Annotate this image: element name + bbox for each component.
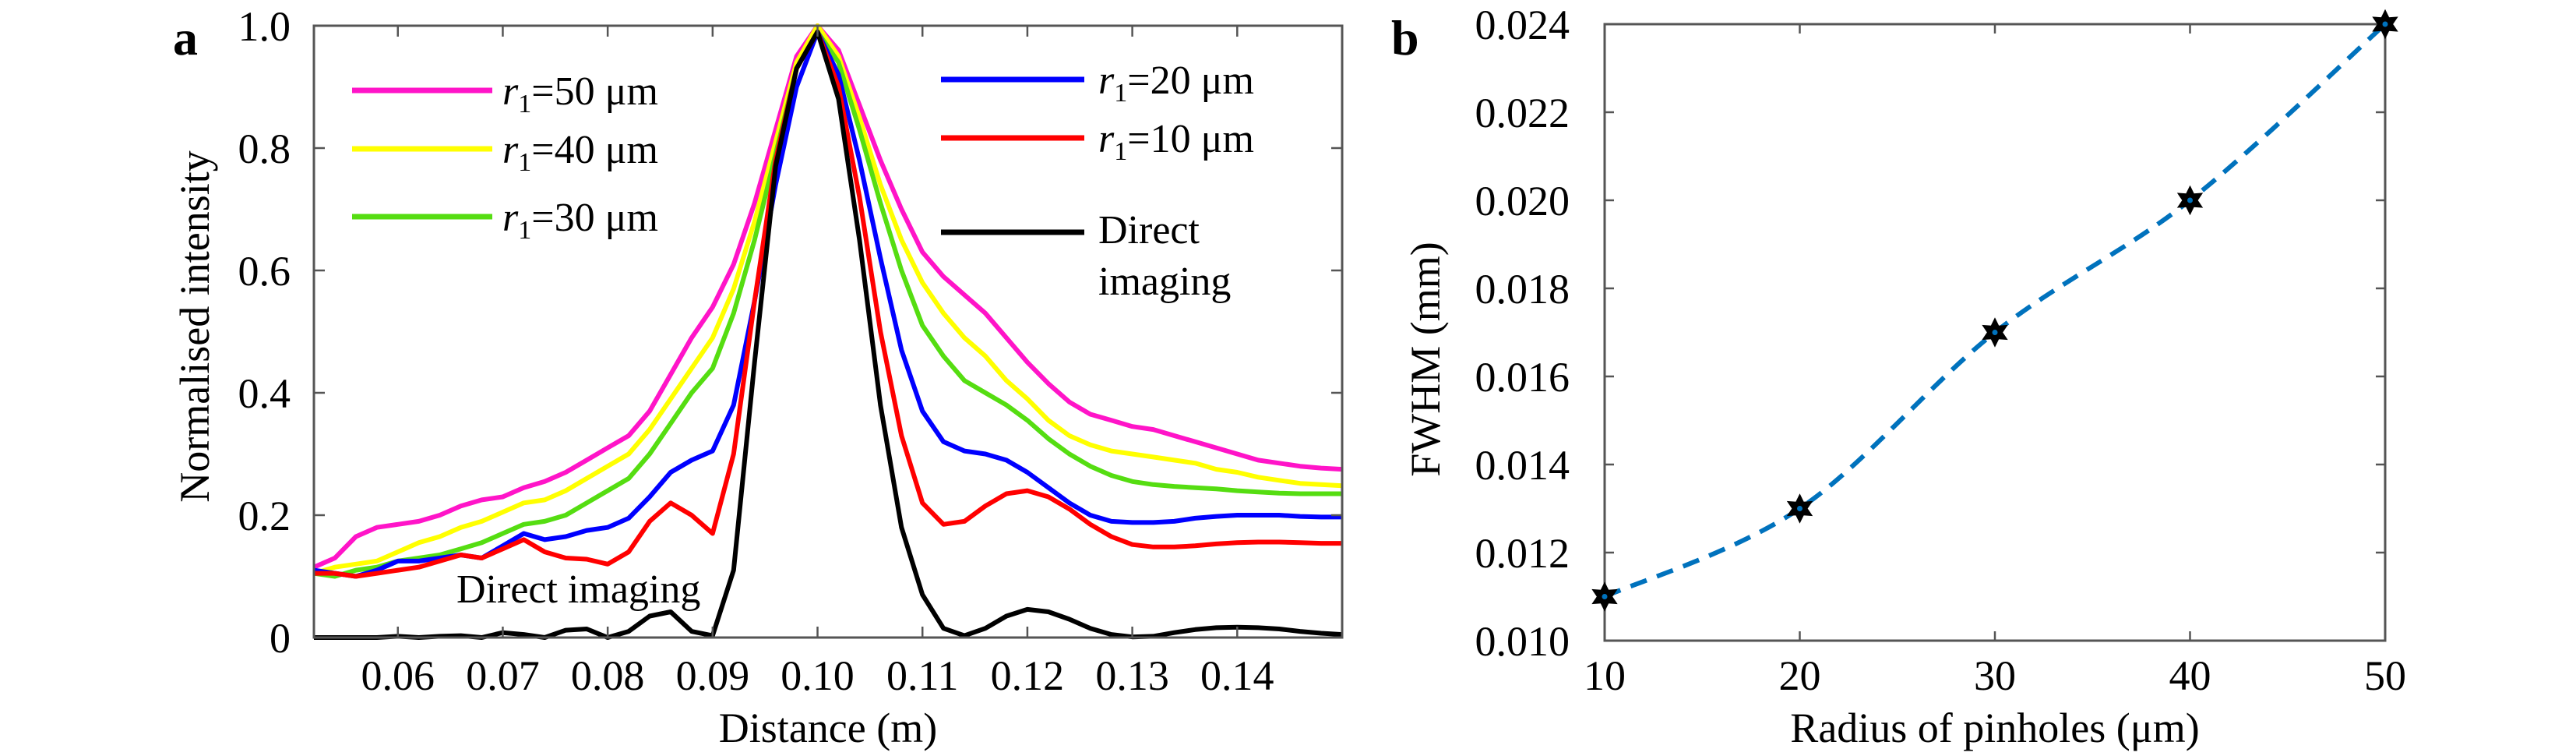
- panel-b-ytick-label: 0.024: [1475, 2, 1570, 48]
- legend-label: r1=40 μm: [502, 128, 658, 177]
- panel-a-ytick-label: 1.0: [238, 3, 291, 50]
- panel-a-xtick-label: 0.14: [1200, 652, 1274, 699]
- panel-a: a 0.06 0.07 0.08 0.09 0.10 0.11 0.12 0.13 0.1400…: [171, 3, 1344, 751]
- series-line-r1-10-m: [314, 29, 1342, 579]
- series-line-fwhm: [1603, 22, 2387, 599]
- data-point-center: [2382, 21, 2388, 27]
- series-line-r1-20-m: [313, 29, 1342, 579]
- panel-a-ytick-label: 0.4: [238, 370, 291, 417]
- panel-a-xtick-label: 0.13: [1095, 652, 1169, 699]
- panel-b-ytick-label: 0.022: [1475, 90, 1570, 136]
- series-line-r1-30-m: [313, 29, 1342, 579]
- panel-a-letter: a: [173, 10, 198, 65]
- panel-b-xlabel: Radius of pinholes (μm): [1790, 705, 2199, 751]
- panel-a-xtick-label: 0.09: [676, 652, 750, 699]
- legend-item: r1=40 μm: [352, 128, 658, 177]
- panel-a-xtick-label: 0.11: [886, 652, 959, 699]
- panel-a-ytick-label: 0.6: [238, 248, 291, 295]
- legend-label: r1=10 μm: [1098, 117, 1254, 166]
- panel-a-xtick-label: 0.08: [571, 652, 645, 699]
- panel-b: b 10 20 30 40 50 0.010 0.012 0.014 0.016 0.018 0.0…: [1391, 2, 2406, 751]
- panel-b-letter: b: [1391, 10, 1419, 65]
- data-point-center: [1602, 594, 1608, 599]
- panel-b-xtick-label: 40: [2169, 652, 2211, 699]
- panel-b-ytick-label: 0.010: [1475, 618, 1570, 665]
- panel-b-ytick-label: 0.018: [1475, 266, 1570, 313]
- panel-a-ytick-label: 0: [270, 615, 291, 662]
- panel-a-xtick-label: 0.10: [781, 652, 855, 699]
- panel-b-series-group: [1591, 9, 2398, 612]
- panel-b-ylabel: FWHM (mm): [1402, 242, 1449, 476]
- panel-a-ylabel: Normalised intensity: [171, 150, 218, 502]
- panel-b-ytick-label: 0.020: [1475, 178, 1570, 224]
- panel-b-xtick-label: 10: [1584, 652, 1626, 699]
- panel-a-ytick-label: 0.2: [238, 493, 291, 539]
- legend-label: r1=20 μm: [1098, 58, 1254, 108]
- legend-item: r1=10 μm: [941, 117, 1254, 166]
- data-point-center: [2187, 197, 2193, 203]
- panel-b-ytick-label: 0.012: [1475, 530, 1570, 577]
- panel-a-ytick-label: 0.8: [238, 125, 291, 172]
- legend-label: r1=50 μm: [502, 69, 658, 118]
- panel-b-ticks: 10 20 30 40 50 0.010 0.012 0.014 0.016 0.018 0.020…: [1475, 2, 2407, 699]
- panel-a-axes-box: [312, 24, 1344, 639]
- legend-item: Direct imaging: [941, 208, 1231, 304]
- panel-b-xtick-label: 30: [1974, 652, 2016, 699]
- panel-a-xtick-label: 0.12: [991, 652, 1065, 699]
- panel-a-xtick-label: 0.07: [466, 652, 540, 699]
- panel-b-ytick-label: 0.014: [1475, 442, 1570, 489]
- panel-b-xtick-label: 20: [1779, 652, 1821, 699]
- series-line-r1-40-m: [313, 23, 1343, 576]
- legend-item: r1=20 μm: [941, 58, 1254, 108]
- panel-b-ytick-label: 0.016: [1475, 354, 1570, 401]
- panel-a-legend: r1=50 μm r1=40 μm r1=30 μm r1=20 μm r1=10 μm…: [352, 58, 1254, 304]
- legend-item: r1=30 μm: [352, 196, 658, 245]
- data-point-center: [1992, 330, 1998, 335]
- panel-a-xtick-label: 0.06: [361, 652, 435, 699]
- panel-a-xlabel: Distance (m): [719, 705, 937, 751]
- panel-a-annotation-direct-imaging: Direct imaging: [456, 567, 700, 612]
- data-point-center: [1797, 506, 1802, 511]
- legend-label: r1=30 μm: [502, 196, 658, 245]
- legend-label: Direct: [1098, 208, 1200, 253]
- legend-item: r1=50 μm: [352, 69, 658, 118]
- panel-a-ticks: 0.06 0.07 0.08 0.09 0.10 0.11 0.12 0.13 0.14 0 0.2…: [238, 3, 1342, 699]
- legend-label: imaging: [1098, 260, 1231, 304]
- panel-b-xtick-label: 50: [2364, 652, 2406, 699]
